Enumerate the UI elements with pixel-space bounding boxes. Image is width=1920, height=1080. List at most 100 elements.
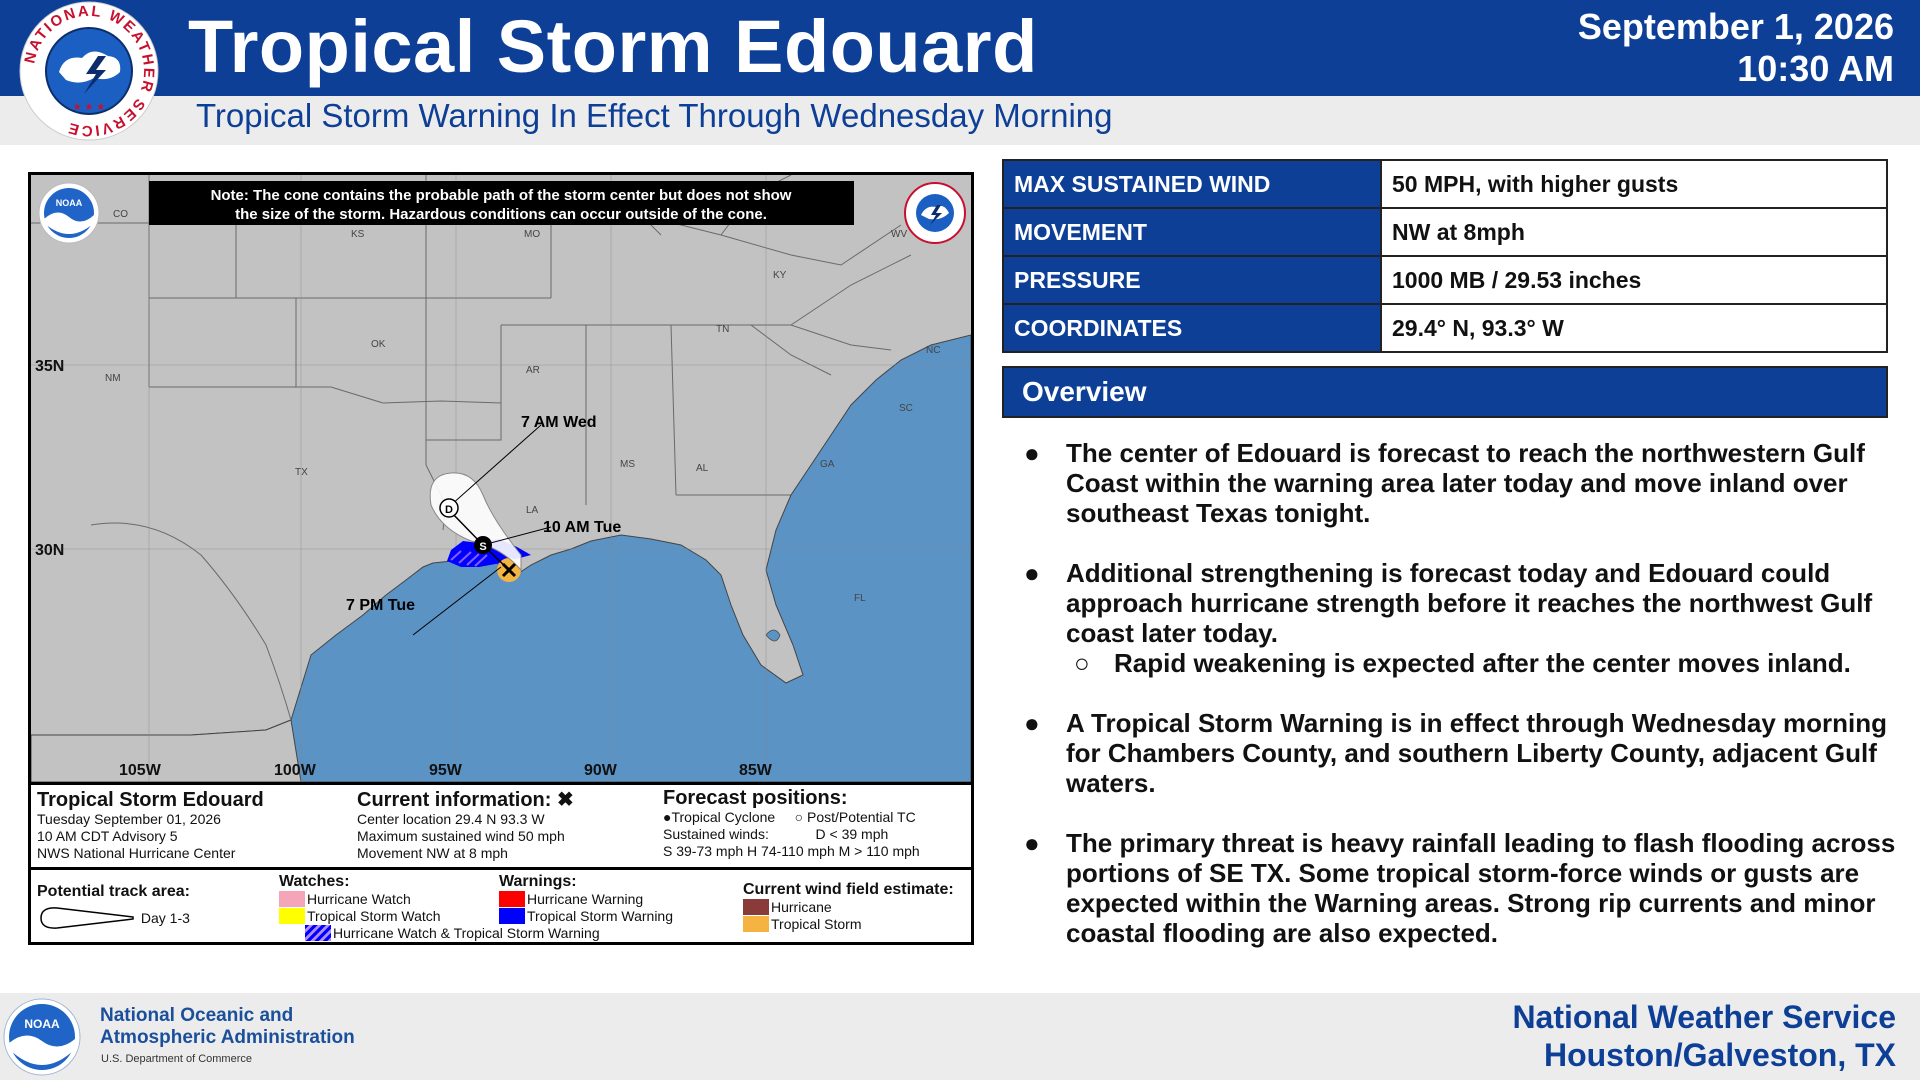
stat-value: 29.4° N, 93.3° W [1380, 303, 1888, 353]
list-item: ● Additional strengthening is forecast t… [1020, 558, 1900, 648]
advisory-info-row: Tropical Storm Edouard Tuesday September… [31, 782, 971, 870]
legend-row: Potential track area: Day 1-3 Watches: H… [31, 870, 971, 942]
ts-watch-label: Tropical Storm Watch [307, 908, 441, 924]
state-label: WV [891, 229, 907, 240]
current-info-title: Current information: [357, 789, 552, 811]
wind-ts-label: Tropical Storm [771, 916, 862, 932]
agency-name-line1: National Oceanic and [100, 1005, 294, 1026]
label-10am-tue: 10 AM Tue [543, 519, 621, 536]
label-7pm-tue: 7 PM Tue [346, 597, 415, 614]
office-name-line1: National Weather Service [1512, 999, 1896, 1035]
stat-label: MOVEMENT [1002, 207, 1382, 257]
list-subitem: ○ Rapid weakening is expected after the … [1020, 648, 1900, 678]
forecast-time-labels: 7 AM Wed 10 AM Tue 7 PM Tue [346, 414, 621, 614]
state-label: KY [773, 270, 787, 281]
stat-label: COORDINATES [1002, 303, 1382, 353]
office-name-line2: Houston/Galveston, TX [1543, 1037, 1896, 1073]
table-row: MOVEMENT NW at 8mph [1002, 207, 1888, 257]
svg-text:★ ★ ★: ★ ★ ★ [73, 102, 105, 113]
overview-subbullet-text: Rapid weakening is expected after the ce… [1114, 648, 1851, 678]
state-label: KS [351, 229, 365, 240]
warnings-legend: Warnings: Hurricane Warning Tropical Sto… [499, 872, 673, 925]
forecast-cone-map: 35N 30N 105W 100W 95W 90W 85W CO KS MO K… [31, 175, 971, 782]
lon-label: 90W [584, 762, 618, 779]
noaa-logo-icon: NOAA [3, 998, 81, 1076]
forecast-point-s [474, 536, 492, 554]
header-gray-bar [0, 96, 1920, 145]
state-label: MO [524, 229, 540, 240]
state-boundaries [31, 175, 912, 531]
nws-map-badge-icon [904, 182, 966, 244]
cone-shape-icon [40, 907, 134, 929]
lat-label: 30N [35, 542, 64, 559]
state-label: NC [926, 345, 940, 356]
header-blue-bar [0, 0, 1920, 96]
ts-warning-swatch [499, 908, 525, 924]
table-row: COORDINATES 29.4° N, 93.3° W [1002, 303, 1888, 353]
state-label: TN [716, 324, 729, 335]
forecast-point-d-letter: D [445, 504, 453, 516]
bullet-icon: ● [1024, 828, 1040, 858]
track-area-legend: Potential track area: Day 1-3 [37, 882, 190, 931]
filled-circle-icon: ● [663, 809, 672, 825]
hurricane-watch-swatch [279, 891, 305, 907]
state-label: SC [899, 403, 913, 414]
overview-list: ● The center of Edouard is forecast to r… [1020, 438, 1900, 978]
stat-value: 1000 MB / 29.53 inches [1380, 255, 1888, 305]
forecast-label-leaders [412, 424, 552, 636]
header: NATIONAL WEATHER SERVICE ★ ★ ★ Tropical … [0, 0, 1920, 145]
shm-definition: S 39-73 mph H 74-110 mph M > 110 mph [663, 843, 920, 859]
state-label: CO [113, 209, 128, 220]
stat-label: MAX SUSTAINED WIND [1002, 159, 1382, 209]
storm-info-title: Tropical Storm Edouard [37, 789, 264, 811]
storm-subtitle: Tropical Storm Warning In Effect Through… [196, 97, 1113, 134]
tc-label: Tropical Cyclone [671, 809, 776, 825]
storm-stats-table: MAX SUSTAINED WIND 50 MPH, with higher g… [1002, 159, 1888, 353]
storm-title: Tropical Storm Edouard [188, 5, 1038, 88]
table-row: PRESSURE 1000 MB / 29.53 inches [1002, 255, 1888, 305]
storm-info-line: NWS National Hurricane Center [37, 845, 236, 861]
track-area-title: Potential track area: [37, 883, 190, 900]
hurricane-warning-swatch [499, 891, 525, 907]
ts-watch-swatch [279, 908, 305, 924]
warnings-title: Warnings: [499, 873, 577, 890]
noaa-map-badge-icon: NOAA [38, 182, 100, 244]
hurricane-watch-stripes [450, 550, 488, 567]
gulf-of-mexico [31, 334, 971, 782]
label-7am-wed: 7 AM Wed [521, 414, 597, 431]
lon-label: 105W [119, 762, 162, 779]
forecast-point-s-letter: S [479, 541, 486, 553]
wind-ts-swatch [743, 916, 769, 932]
bullet-icon: ● [1024, 708, 1040, 738]
current-info-block: Current information: ✖ Center location 2… [357, 789, 574, 862]
table-row: MAX SUSTAINED WIND 50 MPH, with higher g… [1002, 159, 1888, 209]
state-label: LA [526, 505, 539, 516]
wind-field-legend: Current wind field estimate: Hurricane T… [743, 880, 954, 933]
lake-okeechobee [765, 629, 781, 642]
overview-bullet-text: Additional strengthening is forecast tod… [1066, 558, 1873, 648]
sub-bullet-icon: ○ [1074, 648, 1090, 678]
hurricane-warning-label: Hurricane Warning [527, 891, 644, 907]
lat-label: 35N [35, 358, 64, 375]
hurricane-watch-label: Hurricane Watch [307, 891, 411, 907]
forecast-cone-graphic: 35N 30N 105W 100W 95W 90W 85W CO KS MO K… [28, 172, 974, 945]
footer: NOAA National Oceanic and Atmospheric Ad… [0, 993, 1920, 1080]
watches-title: Watches: [279, 873, 350, 890]
department-name: U.S. Department of Commerce [101, 1053, 252, 1065]
state-label: MS [620, 459, 635, 470]
state-label: FL [854, 593, 866, 604]
overview-bullet-text: A Tropical Storm Warning is in effect th… [1066, 708, 1887, 798]
current-position-marker [501, 562, 517, 578]
issue-date: September 1, 2026 [1577, 6, 1894, 47]
forecast-positions-block: Forecast positions: ●Tropical Cyclone ○ … [663, 787, 920, 860]
lon-label: 85W [739, 762, 773, 779]
state-labels: CO KS MO KY WV NM OK AR TN NC SC TX LA M… [105, 209, 940, 604]
overview-bullet-text: The primary threat is heavy rainfall lea… [1066, 828, 1896, 948]
track-area-day: Day 1-3 [140, 910, 190, 926]
state-label: TX [295, 467, 308, 478]
storm-info-block: Tropical Storm Edouard Tuesday September… [37, 789, 264, 862]
storm-info-line: 10 AM CDT Advisory 5 [37, 828, 178, 844]
d-definition: D < 39 mph [815, 826, 889, 842]
wind-field-title: Current wind field estimate: [743, 881, 954, 898]
combined-swatch [305, 925, 331, 941]
